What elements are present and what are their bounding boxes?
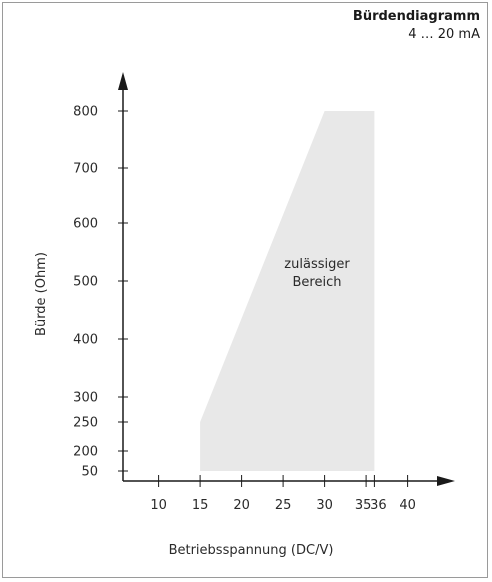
chart-frame (2, 2, 488, 578)
ticks-layer (118, 110, 409, 487)
y-tick-label: 500 (73, 275, 98, 290)
x-tick-label: 10 (150, 498, 167, 513)
labels-layer: zulässiger Bereich 50 200 250 300 400 500 600 700… (34, 105, 416, 559)
chart-subtitle: 4 … 20 mA (408, 27, 480, 42)
y-tick-label: 250 (73, 416, 98, 431)
x-tick-label: 36 (370, 498, 387, 513)
x-tick-label: 25 (275, 498, 292, 513)
axes-layer (118, 72, 455, 486)
region-label-line: Bereich (293, 275, 342, 290)
x-axis-label: Betriebsspannung (DC/V) (169, 543, 334, 558)
y-tick-label: 300 (73, 391, 98, 406)
y-axis-label: Bürde (Ohm) (34, 252, 49, 336)
y-tick-label: 600 (73, 217, 98, 232)
x-tick-label: 20 (233, 498, 250, 513)
chart-title: Bürdendiagramm (352, 9, 480, 24)
x-tick-label: 40 (399, 498, 416, 513)
chart-header: Bürdendiagramm 4 … 20 mA (353, 8, 480, 44)
region-label-line: zulässiger (284, 257, 350, 272)
y-tick-label: 400 (73, 333, 98, 348)
x-tick-label: 35 (355, 498, 372, 513)
y-axis-arrow-icon (118, 72, 128, 90)
x-tick-label: 30 (316, 498, 333, 513)
x-tick-label: 15 (192, 498, 209, 513)
region-label: zulässiger Bereich (284, 257, 350, 290)
y-tick-label: 800 (73, 105, 98, 120)
y-tick-label: 50 (81, 465, 98, 480)
allowed-region (200, 111, 375, 471)
y-tick-label: 700 (73, 162, 98, 177)
x-axis-arrow-icon (437, 476, 455, 486)
region-layer (200, 111, 375, 471)
y-tick-label: 200 (73, 445, 98, 460)
